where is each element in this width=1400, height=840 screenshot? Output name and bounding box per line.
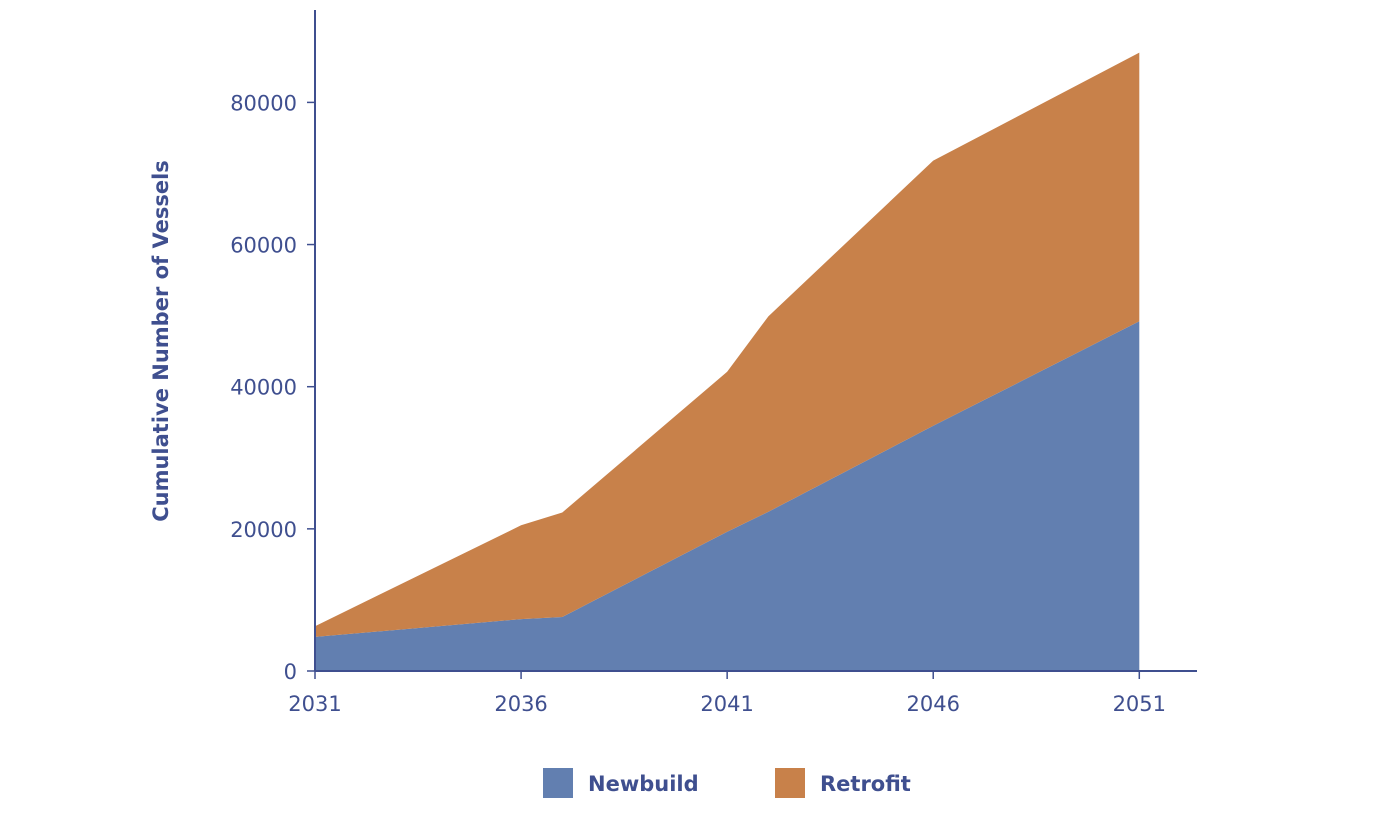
x-tick-label: 2031 — [288, 692, 341, 716]
y-tick-label: 80000 — [230, 91, 297, 115]
y-tick-label: 20000 — [230, 518, 297, 542]
legend-item-retrofit: Retrofit — [775, 768, 911, 798]
x-tick-label: 2046 — [906, 692, 959, 716]
legend-item-newbuild: Newbuild — [543, 768, 699, 798]
y-tick-label: 0 — [284, 660, 297, 684]
ticks-layer: 2031 2036 2041 2046 2051 0 20000 40000 60000 8000… — [230, 91, 1166, 716]
legend-swatch — [775, 768, 805, 798]
x-tick-label: 2051 — [1113, 692, 1166, 716]
area-newbuild — [315, 321, 1140, 671]
legend-label: Retrofit — [820, 772, 911, 796]
legend: Newbuild Retrofit — [543, 768, 911, 798]
y-tick-label: 40000 — [230, 376, 297, 400]
areas-layer — [315, 52, 1140, 671]
y-axis-title: Cumulative Number of Vessels — [149, 160, 173, 522]
legend-label: Newbuild — [588, 772, 699, 796]
x-tick-label: 2041 — [700, 692, 753, 716]
y-tick-label: 60000 — [230, 234, 297, 258]
axes-layer — [314, 10, 1197, 672]
x-tick-label: 2036 — [494, 692, 547, 716]
area-retrofit — [315, 52, 1140, 637]
legend-swatch — [543, 768, 573, 798]
